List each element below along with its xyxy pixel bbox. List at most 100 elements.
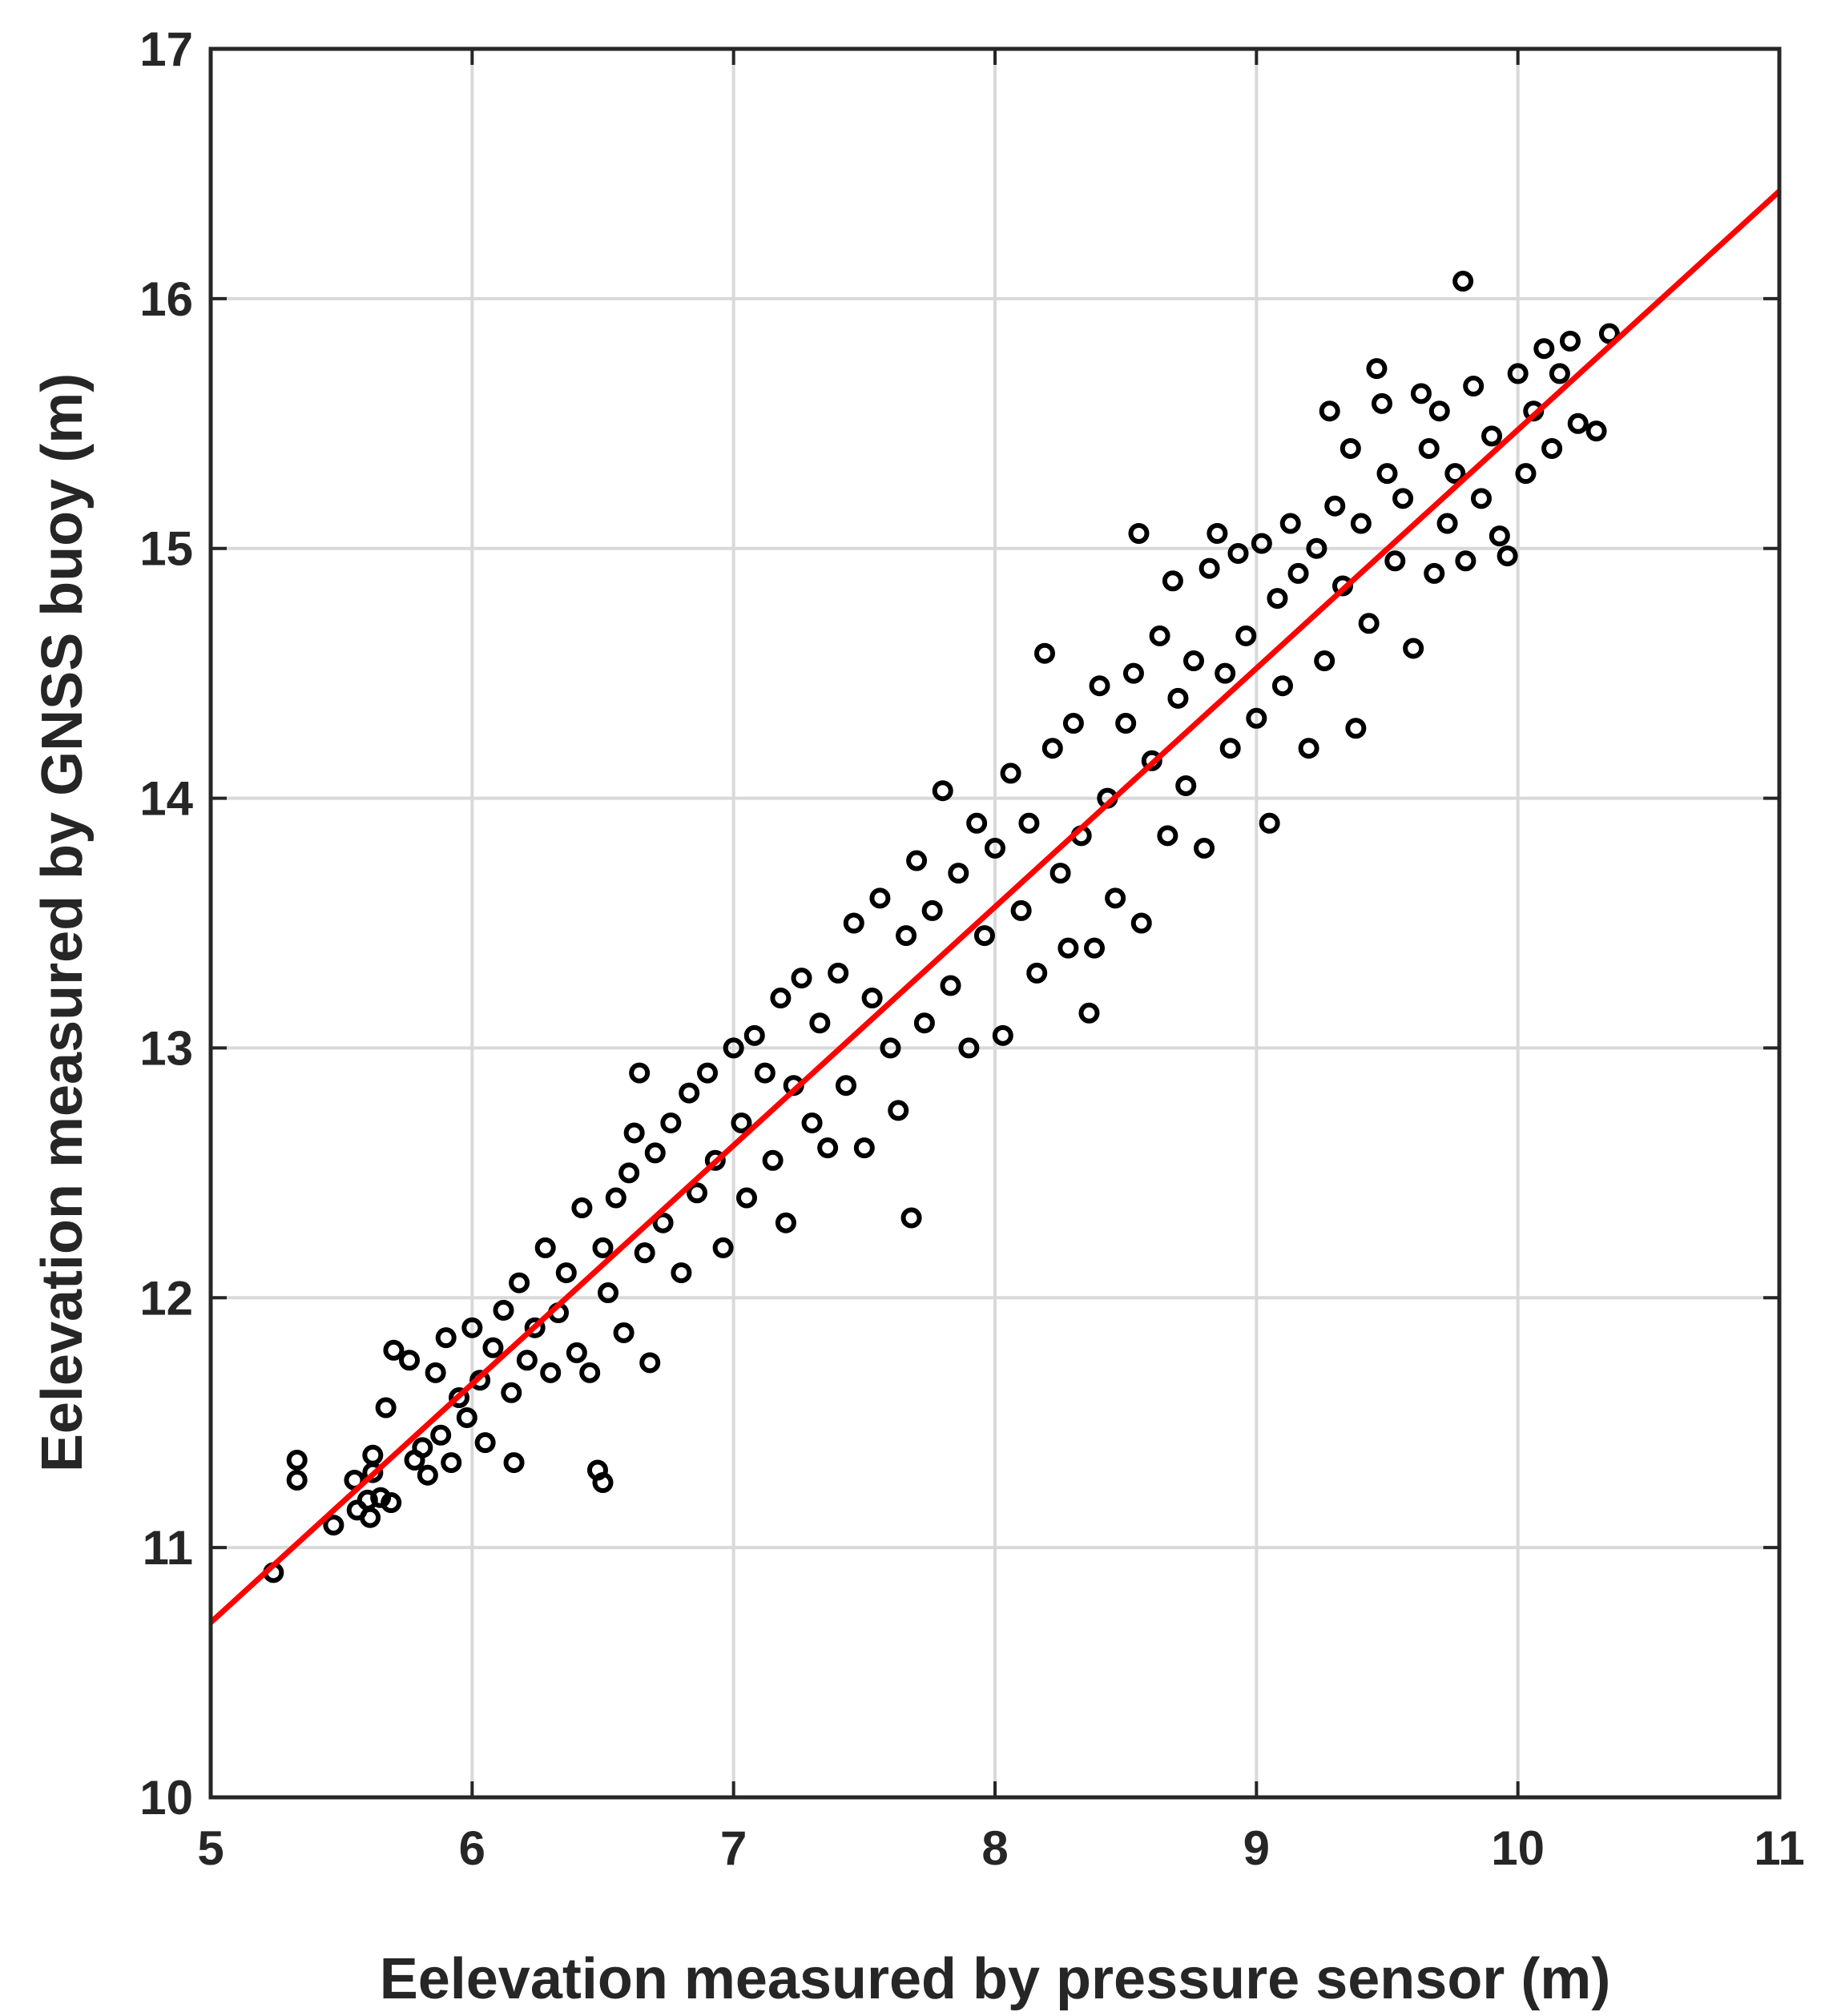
data-point bbox=[1141, 750, 1162, 771]
data-point bbox=[1026, 962, 1048, 984]
y-tick-label: 12 bbox=[139, 1271, 193, 1325]
data-point bbox=[1167, 687, 1189, 709]
data-point bbox=[1455, 550, 1477, 572]
data-point bbox=[913, 1012, 935, 1034]
scatter-points bbox=[263, 271, 1620, 1583]
data-point bbox=[1246, 707, 1267, 729]
data-point bbox=[399, 1350, 421, 1371]
data-point bbox=[754, 1062, 776, 1084]
data-point bbox=[1424, 562, 1445, 584]
data-point bbox=[1507, 363, 1529, 384]
data-point bbox=[1227, 542, 1249, 564]
data-point bbox=[1384, 550, 1406, 572]
data-point bbox=[1105, 887, 1126, 909]
data-point bbox=[381, 1492, 402, 1514]
data-point bbox=[671, 1262, 692, 1284]
fit-line bbox=[211, 188, 1779, 1626]
x-tick-labels: 5 6 7 8 9 10 11 bbox=[197, 1821, 1804, 1875]
data-point bbox=[1041, 738, 1063, 759]
data-point bbox=[579, 1362, 601, 1383]
data-point bbox=[966, 812, 988, 834]
axis-ticks bbox=[209, 47, 1781, 1799]
data-point bbox=[469, 1370, 491, 1391]
data-point bbox=[323, 1515, 344, 1536]
data-point bbox=[921, 899, 943, 921]
data-point bbox=[425, 1362, 446, 1383]
data-point bbox=[697, 1062, 719, 1084]
data-point bbox=[712, 1237, 734, 1258]
data-point bbox=[598, 1282, 619, 1304]
data-point bbox=[861, 988, 883, 1009]
x-tick-label: 10 bbox=[1491, 1821, 1545, 1875]
data-point bbox=[1452, 271, 1474, 292]
data-point bbox=[1162, 570, 1183, 592]
data-point bbox=[1481, 425, 1503, 447]
data-point bbox=[1219, 738, 1241, 759]
data-point bbox=[623, 1122, 645, 1144]
data-point bbox=[1350, 513, 1372, 534]
data-point bbox=[1567, 412, 1589, 434]
y-tick-label: 16 bbox=[139, 272, 193, 326]
x-axis-label: Eelevation measured by pressure sensor (… bbox=[380, 1947, 1611, 2011]
data-point bbox=[493, 1299, 514, 1321]
data-point bbox=[1410, 383, 1432, 404]
data-point bbox=[992, 1024, 1013, 1046]
data-point bbox=[639, 1352, 661, 1374]
data-point bbox=[516, 1350, 538, 1371]
data-point bbox=[435, 1327, 457, 1349]
data-point bbox=[571, 1197, 593, 1219]
data-point bbox=[1279, 513, 1301, 534]
y-tick-label: 14 bbox=[139, 772, 193, 826]
data-point bbox=[566, 1342, 587, 1363]
data-point bbox=[509, 1272, 530, 1294]
data-point bbox=[731, 1112, 752, 1133]
data-point bbox=[534, 1237, 556, 1258]
data-point bbox=[1418, 437, 1440, 459]
y-tick-labels: 10 11 12 13 14 15 16 17 bbox=[139, 22, 193, 1825]
data-point bbox=[1515, 463, 1537, 485]
data-point bbox=[286, 1469, 308, 1491]
grid-lines bbox=[209, 47, 1781, 1799]
data-point bbox=[906, 850, 928, 871]
data-point bbox=[618, 1162, 640, 1184]
data-point bbox=[1436, 513, 1458, 534]
data-point bbox=[723, 1037, 744, 1059]
data-point bbox=[1533, 338, 1555, 360]
data-point bbox=[817, 1137, 839, 1159]
data-point bbox=[1585, 421, 1607, 442]
data-point bbox=[430, 1424, 452, 1446]
x-tick-label: 7 bbox=[720, 1821, 747, 1875]
data-point bbox=[932, 780, 953, 802]
data-point bbox=[417, 1464, 438, 1486]
data-point bbox=[456, 1406, 477, 1428]
data-point bbox=[441, 1452, 462, 1474]
data-point bbox=[1062, 713, 1084, 734]
data-point bbox=[1470, 488, 1492, 509]
data-point bbox=[1267, 588, 1288, 610]
data-point bbox=[652, 1212, 674, 1233]
x-tick-label: 11 bbox=[1754, 1821, 1804, 1875]
data-point bbox=[1089, 675, 1110, 697]
data-point bbox=[383, 1339, 405, 1361]
data-point bbox=[1306, 537, 1327, 559]
data-point bbox=[1549, 363, 1570, 384]
data-point bbox=[1298, 738, 1319, 759]
data-point bbox=[1049, 863, 1071, 884]
data-point bbox=[1251, 533, 1272, 554]
data-point bbox=[1376, 463, 1398, 485]
data-point bbox=[775, 1212, 796, 1233]
data-point bbox=[1497, 545, 1518, 567]
data-point bbox=[958, 1037, 980, 1059]
data-point bbox=[704, 1149, 726, 1171]
data-point bbox=[809, 1012, 831, 1034]
data-point bbox=[1340, 437, 1361, 459]
y-tick-label: 13 bbox=[139, 1021, 193, 1075]
data-point bbox=[973, 925, 995, 947]
data-point bbox=[896, 925, 917, 947]
data-point bbox=[461, 1317, 483, 1338]
data-point bbox=[1428, 400, 1450, 422]
y-axis-label: Eelevation measured by GNSS buoy (m) bbox=[30, 373, 95, 1472]
data-point bbox=[1175, 775, 1197, 796]
data-point bbox=[1115, 713, 1137, 734]
